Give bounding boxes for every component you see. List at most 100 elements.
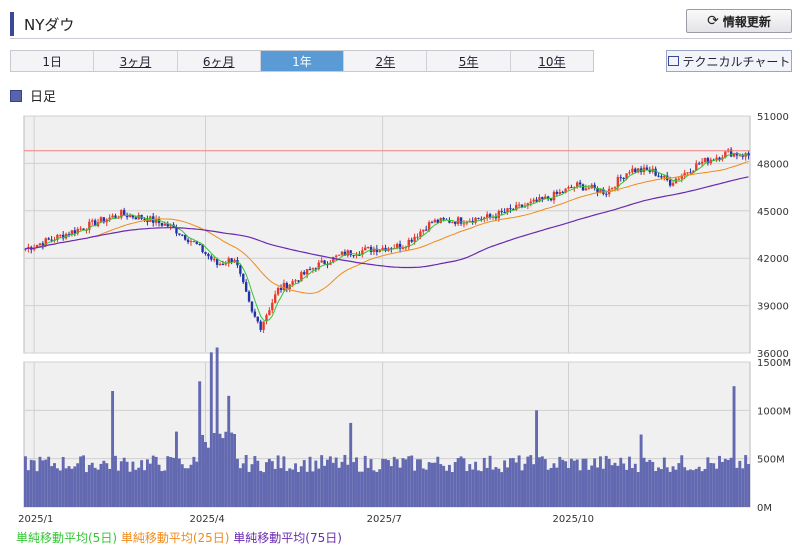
candle-body [593,184,596,189]
volume-bar [561,459,565,507]
volume-bar [195,461,199,507]
candle-body [332,256,335,263]
volume-bar [320,455,324,507]
volume-bar [686,470,690,507]
candle-body [125,214,129,218]
candle-body [56,234,59,240]
volume-bar [459,456,463,507]
candle-body [276,287,280,295]
volume-bar [250,464,254,507]
volume-bar [175,431,178,507]
candle-body [253,311,257,317]
candle-body [700,161,704,164]
volume-bar [538,457,541,507]
volume-bar [418,459,422,507]
volume-bar [497,468,501,507]
volume-bar [395,459,399,507]
volume-bar [270,461,274,507]
volume-bar [265,462,268,507]
volume-bar [276,455,280,507]
candle-body [268,310,271,316]
candle-body [480,218,483,220]
tab-1y[interactable]: 1年 [260,51,345,71]
candle-body [189,241,193,243]
candle-body [239,265,242,274]
volume-bar [311,471,315,507]
volume-bar [598,456,602,507]
volume-bar [340,461,344,507]
candle-body [256,316,259,322]
volume-bar [70,468,74,507]
candle-body [262,321,265,330]
candle-body [38,243,42,245]
volume-bar [694,468,698,507]
volume-bar [189,464,193,507]
volume-bar [479,471,483,507]
volume-bar [61,456,65,507]
volume-bar [555,467,559,507]
volume-bar [445,470,448,507]
volume-bar [630,468,634,507]
candle-body [546,196,550,199]
candle-body [41,243,45,246]
tab-6m[interactable]: 6ヶ月 [177,51,261,71]
volume-bar [137,467,141,507]
x-tick-label: 2025/7 [367,514,402,525]
candle-body [47,238,50,240]
volume-bar [134,469,138,507]
volume-bar [111,391,115,507]
candle-body [422,229,425,232]
chart-kind-label: 日足 [30,90,57,105]
volume-bar [262,472,266,507]
volume-bar [732,386,736,507]
candle-body [695,163,698,171]
candle-body [433,219,437,223]
candle-body [584,188,588,191]
candle-body [636,168,640,173]
tab-5y[interactable]: 5年 [427,51,511,71]
volume-bar [567,468,570,507]
candle-body [79,228,82,230]
volume-bar [462,458,466,507]
tab-1d[interactable]: 1日 [11,51,95,71]
volume-bar [715,468,719,507]
candle-body [154,218,158,223]
volume-bar [209,352,213,507]
volume-bar [645,461,649,507]
refresh-button[interactable]: ⟳ 情報更新 [686,9,792,33]
volume-bar [337,467,341,507]
volume-bar [352,462,356,507]
square-bullet-icon [10,89,22,102]
candle-body [485,214,489,218]
volume-bar [218,433,222,507]
volume-bar [593,458,597,507]
candle-body [451,221,454,223]
tab-2y[interactable]: 2年 [344,51,428,71]
candle-body [657,175,660,177]
tab-3m[interactable]: 3ヶ月 [94,51,178,71]
volume-bar [465,471,469,507]
volume-bar [590,465,594,507]
candle-body [732,152,736,157]
candle-body [311,268,315,270]
volume-bar [662,457,666,507]
volume-bar [172,457,176,507]
volume-bar [224,431,228,507]
volume-bar [79,456,83,507]
volume-bar [73,466,77,507]
volume-bar [314,460,318,507]
candle-body [358,254,361,256]
volume-bar [665,467,669,507]
candle-body [282,283,286,291]
page-header: NYダウ [10,8,792,39]
volume-bar [680,455,684,507]
candle-body [462,223,466,225]
technical-chart-button[interactable]: テクニカルチャート [666,50,792,72]
candle-body [625,173,628,179]
volume-bar [206,447,210,507]
volume-bar [442,465,446,507]
candle-body [416,236,419,238]
tab-10y[interactable]: 10年 [510,51,593,71]
candle-body [689,172,692,174]
volume-bar [140,460,144,507]
